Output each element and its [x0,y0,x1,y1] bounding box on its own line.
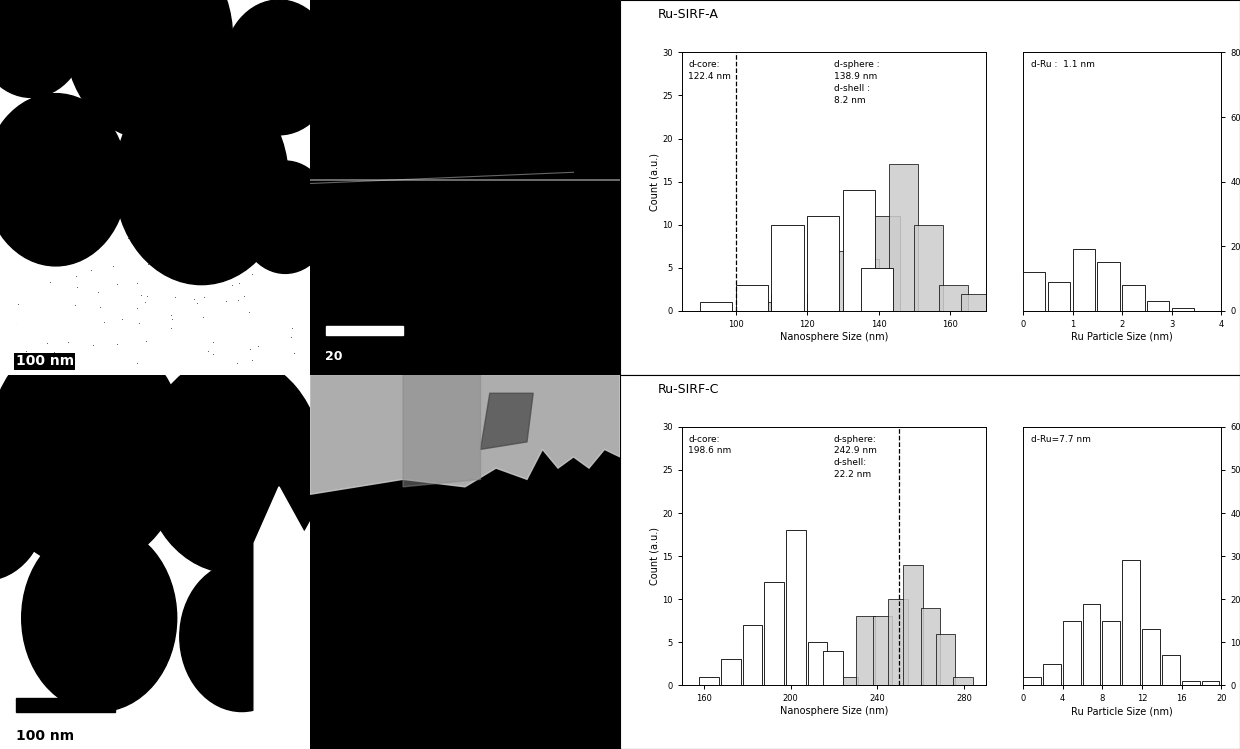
Bar [888,599,908,685]
Bar [1172,308,1194,311]
Polygon shape [254,487,310,749]
Bar [856,616,875,685]
Bar [771,294,800,311]
Circle shape [0,94,126,266]
Bar [699,677,719,685]
Bar [720,660,740,685]
Bar [1102,621,1120,685]
Bar [836,251,864,311]
Y-axis label: Count (a.u.): Count (a.u.) [650,153,660,210]
Bar [1122,560,1140,685]
Bar [843,190,875,311]
Circle shape [0,0,87,97]
Bar [743,303,771,311]
Bar [15,698,114,712]
Bar [808,643,827,685]
Text: d-core:
198.6 nm: d-core: 198.6 nm [688,434,732,455]
Polygon shape [403,374,481,487]
Text: d-sphere:
242.9 nm
d-shell:
22.2 nm: d-sphere: 242.9 nm d-shell: 22.2 nm [835,434,877,479]
Bar [1162,655,1179,685]
Bar [807,216,839,311]
Bar [325,326,403,336]
Y-axis label: Count (a.u.): Count (a.u.) [650,527,660,585]
Bar [1182,681,1199,685]
Bar [849,259,879,311]
Bar [920,608,940,685]
Bar [15,324,114,337]
Bar [1043,664,1060,685]
Circle shape [143,356,322,573]
Circle shape [0,431,47,580]
Text: Ru-SIRF-A: Ru-SIRF-A [657,8,718,22]
Bar [1023,272,1045,311]
Bar [1122,285,1145,311]
Bar [940,285,968,311]
Bar [1023,677,1040,685]
Bar [954,677,972,685]
Bar [786,530,806,685]
Text: d-Ru=7.7 nm: d-Ru=7.7 nm [1030,434,1091,443]
Bar [861,268,893,311]
Bar [873,616,893,685]
Bar [838,677,858,685]
Bar [1097,262,1120,311]
Bar [914,225,942,311]
Bar [1083,604,1100,685]
Text: 20: 20 [325,350,343,363]
Bar [936,634,956,685]
Bar [872,216,900,311]
Bar [764,582,784,685]
Bar [823,651,843,685]
Bar [1142,629,1159,685]
Bar [889,165,918,311]
Polygon shape [310,374,620,494]
Bar [15,324,114,337]
Circle shape [0,330,186,569]
Bar [961,294,990,311]
Bar [1048,282,1070,311]
Bar [1202,681,1219,685]
Bar [1063,621,1080,685]
Bar [904,565,923,685]
Circle shape [238,161,332,273]
Circle shape [180,562,304,712]
Polygon shape [481,393,533,449]
Bar [807,294,836,311]
X-axis label: Nanosphere Size (nm): Nanosphere Size (nm) [780,332,888,342]
Circle shape [64,0,233,139]
Circle shape [114,75,288,285]
Text: Ru-SIRF-C: Ru-SIRF-C [657,383,719,396]
Bar [743,625,763,685]
Bar [699,303,732,311]
Bar [1073,249,1095,311]
Text: d-sphere :
138.9 nm
d-shell :
8.2 nm: d-sphere : 138.9 nm d-shell : 8.2 nm [835,60,879,105]
Bar [1147,301,1169,311]
Bar [735,285,768,311]
Text: d-Ru :  1.1 nm: d-Ru : 1.1 nm [1030,60,1095,69]
Text: 100 nm: 100 nm [15,729,73,743]
Circle shape [22,524,177,712]
Bar [771,225,804,311]
X-axis label: Ru Particle Size (nm): Ru Particle Size (nm) [1071,332,1173,342]
Circle shape [223,0,335,135]
Text: 100 nm: 100 nm [15,354,73,369]
X-axis label: Nanosphere Size (nm): Nanosphere Size (nm) [780,706,888,716]
Text: d-core:
122.4 nm: d-core: 122.4 nm [688,60,730,81]
X-axis label: Ru Particle Size (nm): Ru Particle Size (nm) [1071,706,1173,716]
